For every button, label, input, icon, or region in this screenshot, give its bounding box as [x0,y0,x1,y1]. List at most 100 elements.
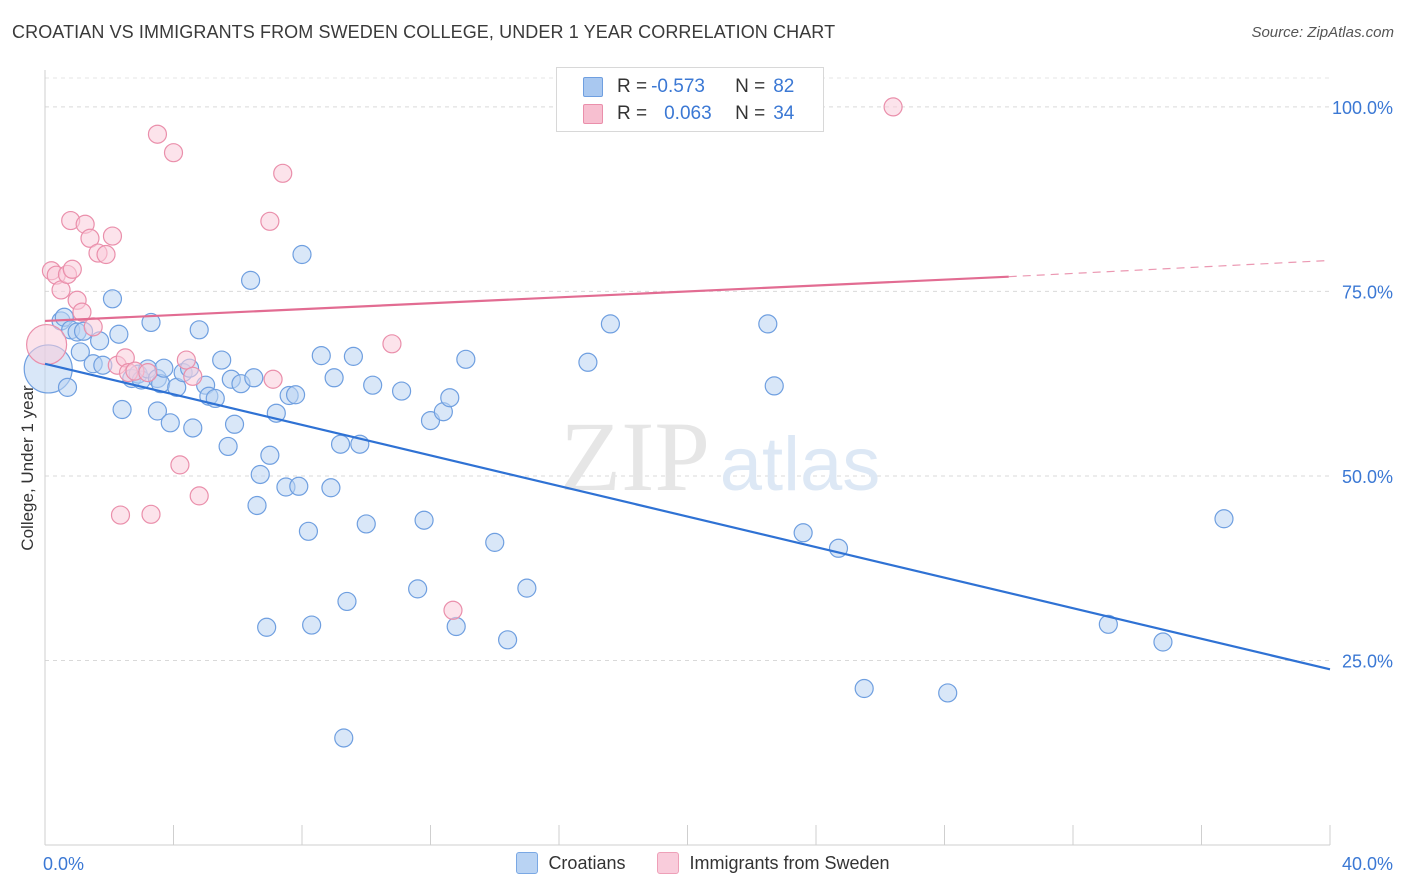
croatians-point-19 [141,312,161,333]
croatians-point-38 [244,368,264,388]
croatians-point-32 [212,350,232,370]
croatians-point-82 [1214,509,1234,529]
croatians-point-74 [758,314,778,334]
croatians-point-13 [112,399,132,420]
sweden-trend-line [44,275,1009,323]
croatians-point-48 [292,244,312,265]
trend-lines [44,259,1331,671]
y-tick-label-50: 50.0% [1342,467,1393,487]
legend-label-sweden: Immigrants from Sweden [689,852,890,873]
sweden-point-25 [176,350,196,370]
watermark: ZIP atlas [560,401,880,512]
series-sweden-points [26,97,903,620]
croatians-point-75 [764,376,784,396]
sweden-point-24 [170,455,190,475]
legend-swatch-sweden [583,104,603,124]
croatians-point-81 [1153,632,1173,652]
legend-item-sweden[interactable]: Immigrants from Sweden [657,852,890,874]
croatians-point-72 [578,352,598,372]
croatians-point-47 [289,476,309,496]
sweden-point-6 [62,259,82,279]
sweden-point-13 [96,244,116,265]
croatians-point-80 [1098,614,1118,634]
croatians-trend-line [44,362,1331,671]
croatians-point-57 [343,346,363,366]
croatians-point-52 [321,478,341,498]
legend-n-value: 34 [773,103,795,124]
watermark-atlas: atlas [720,422,881,507]
sweden-point-21 [141,504,161,524]
sweden-point-32 [443,600,463,620]
axes [44,70,1331,846]
sweden-point-33 [883,97,903,117]
sweden-point-20 [138,363,158,383]
croatians-point-78 [854,678,874,699]
legend-swatch-sweden [657,852,680,874]
sweden-point-31 [382,334,402,354]
croatians-point-49 [298,521,319,541]
croatians-point-53 [324,368,344,388]
legend-r-label: R = [617,103,648,124]
croatians-point-54 [330,434,351,454]
croatians-point-6 [70,342,90,362]
legend-item-croatians[interactable]: Croatians [516,852,625,874]
legend-n-label: N = [735,76,766,97]
croatians-point-23 [160,413,180,433]
croatians-point-46 [285,385,306,405]
croatians-point-55 [334,728,354,748]
croatians-point-51 [311,346,331,366]
croatians-point-35 [224,414,245,434]
correlation-legend: R = -0.573 N = 82 R = 0.063 N = 34 [556,67,824,132]
sweden-point-14 [102,226,123,246]
legend-r-label: R = [617,76,648,97]
y-tick-label-100: 100.0% [1332,98,1393,118]
croatians-point-20 [147,401,168,421]
x-tick-label-max: 40.0% [1342,854,1393,874]
croatians-point-12 [109,324,129,344]
legend-row-sweden: R = 0.063 N = 34 [557,100,794,128]
croatians-point-37 [241,270,261,290]
legend-label-croatians: Croatians [548,852,626,873]
croatians-point-69 [485,532,505,552]
legend-swatch-croatians [516,852,539,874]
croatians-point-11 [102,289,123,309]
croatians-point-71 [517,578,537,598]
croatians-point-56 [337,591,357,612]
legend-n-label: N = [735,103,766,124]
croatians-point-41 [257,617,277,637]
sweden-trend-extension [1008,259,1331,278]
tick-labels: 25.0% 50.0% 75.0% 100.0% 0.0% 40.0% [43,98,1393,874]
croatians-point-79 [938,683,958,703]
croatians-point-61 [391,381,412,401]
croatians-point-68 [456,349,476,369]
sweden-point-8 [72,302,92,322]
grid-lines [45,77,1330,661]
sweden-point-27 [189,486,209,506]
croatians-point-70 [498,630,518,650]
legend-swatch-croatians [583,77,603,97]
legend-r-value: -0.573 [651,76,705,97]
sweden-point-30 [273,163,293,183]
sweden-point-22 [147,124,168,144]
croatians-point-59 [356,514,376,534]
sweden-point-10 [80,228,100,248]
croatians-point-76 [793,523,813,543]
sweden-point-16 [110,505,131,525]
croatians-point-3 [57,377,78,397]
croatians-point-40 [250,464,270,485]
sweden-point-0 [26,323,68,366]
watermark-zip: ZIP [560,401,710,512]
chart-source: Source: ZipAtlas.com [1251,24,1394,41]
croatians-point-67 [446,616,466,637]
croatians-point-62 [408,579,428,599]
croatians-point-66 [440,388,460,408]
croatians-point-33 [218,436,238,457]
croatians-point-42 [260,445,280,465]
x-tick-label-min: 0.0% [43,854,84,874]
y-tick-label-25: 25.0% [1342,651,1393,671]
y-tick-label-75: 75.0% [1342,282,1393,302]
legend-n-value: 82 [773,76,795,97]
sweden-point-28 [260,211,280,231]
croatians-point-27 [183,418,203,438]
